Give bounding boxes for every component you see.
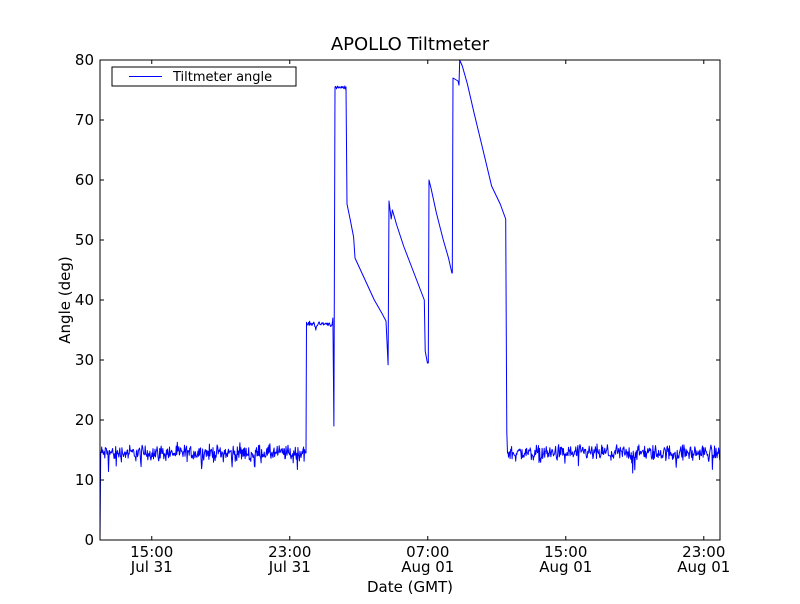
y-axis-ticks: 0 10 20 30 40 50 60 70 80 bbox=[75, 51, 720, 549]
y-tick-label: 20 bbox=[75, 411, 94, 429]
legend-box bbox=[111, 66, 297, 87]
y-tick-label: 60 bbox=[75, 171, 94, 189]
y-tick-label: 70 bbox=[75, 111, 94, 129]
y-tick-label: 0 bbox=[84, 531, 94, 549]
y-tick-label: 10 bbox=[75, 471, 94, 489]
y-tick-label: 40 bbox=[75, 291, 94, 309]
series-line-tiltmeter-angle bbox=[99, 59, 721, 541]
legend: Tiltmeter angle bbox=[111, 66, 297, 87]
x-tick-label-date: Aug 01 bbox=[677, 558, 730, 576]
x-tick-label-time: 15:00 bbox=[544, 543, 587, 561]
y-tick-label: 50 bbox=[75, 231, 94, 249]
x-tick-label-date: Jul 31 bbox=[268, 558, 311, 576]
x-tick-label-time: 15:00 bbox=[130, 543, 173, 561]
plot-series bbox=[99, 59, 721, 541]
x-tick-label-time: 07:00 bbox=[406, 543, 449, 561]
x-axis-label: Date (GMT) bbox=[367, 578, 453, 596]
x-tick-label-time: 23:00 bbox=[682, 543, 725, 561]
y-tick-label: 30 bbox=[75, 351, 94, 369]
x-tick-label-date: Aug 01 bbox=[401, 558, 454, 576]
chart-title: APOLLO Tiltmeter bbox=[331, 34, 490, 55]
y-axis-label: Angle (deg) bbox=[56, 256, 74, 343]
x-tick-label-date: Aug 01 bbox=[539, 558, 592, 576]
x-tick-label-time: 23:00 bbox=[268, 543, 311, 561]
legend-label: Tiltmeter angle bbox=[172, 70, 272, 85]
x-tick-label-date: Jul 31 bbox=[130, 558, 173, 576]
y-tick-label: 80 bbox=[75, 51, 94, 69]
